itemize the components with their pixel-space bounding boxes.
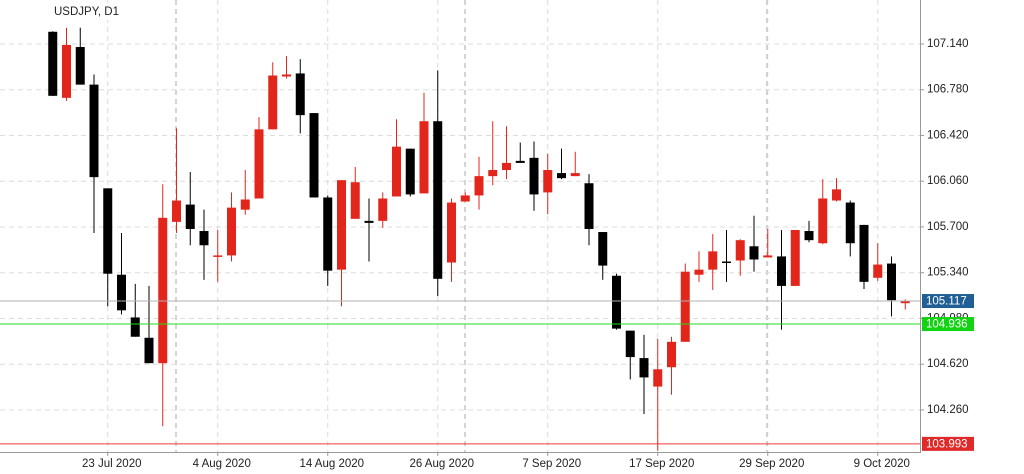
- candle-body: [488, 170, 498, 177]
- x-tick-label: 26 Aug 2020: [409, 458, 474, 470]
- y-tick-label: 107.140: [927, 38, 969, 50]
- candle-body: [598, 232, 608, 266]
- candle-body: [295, 73, 305, 116]
- candle-body: [103, 188, 113, 274]
- candle-body: [515, 160, 525, 163]
- candle-body: [185, 204, 195, 229]
- candle-body: [337, 180, 346, 270]
- candle-body: [763, 255, 773, 258]
- y-tick-label: 105.340: [927, 267, 969, 279]
- candle-body: [859, 224, 869, 282]
- plot: 107.140 106.780 106.420 106.060 105.700 105.3…: [0, 0, 974, 470]
- candle-body: [543, 170, 553, 193]
- y-tick-label: 106.780: [927, 84, 969, 96]
- candle-body: [213, 255, 223, 257]
- candle-body: [240, 199, 250, 210]
- candle-body: [832, 189, 841, 201]
- candle-body: [873, 264, 883, 278]
- candle-body: [405, 148, 415, 195]
- candle-body: [433, 121, 443, 279]
- candle-body: [419, 121, 429, 194]
- candle-body: [474, 176, 484, 196]
- x-tick-label: 9 Oct 2020: [854, 458, 910, 470]
- candle-body: [254, 129, 264, 199]
- title-bg: [50, 3, 122, 20]
- candle-body: [144, 337, 154, 364]
- candle-body: [199, 231, 209, 246]
- candle-body: [612, 275, 621, 329]
- candle-body: [584, 183, 594, 229]
- x-tick-label: 4 Aug 2020: [193, 458, 251, 470]
- y-tick-label: 106.420: [927, 129, 969, 141]
- candle-body: [392, 146, 401, 197]
- candle-body: [117, 274, 126, 311]
- candle-body: [172, 200, 181, 222]
- candle-body: [790, 230, 800, 286]
- candle-body: [900, 301, 910, 304]
- price-level-label: 104.936: [926, 319, 968, 331]
- candle-body: [282, 74, 291, 77]
- x-tick-label: 29 Sep 2020: [739, 458, 804, 470]
- y-tick-label: 106.060: [927, 175, 969, 187]
- candle-body: [158, 217, 168, 364]
- candle-body: [460, 195, 470, 202]
- candle-body: [653, 369, 663, 387]
- price-level-tag: [922, 317, 974, 332]
- candle-body: [804, 231, 814, 241]
- y-tick-label: 105.700: [927, 221, 969, 233]
- candle-body: [447, 202, 456, 263]
- chart-title: USDJPY, D1: [54, 6, 119, 18]
- candle-body: [845, 202, 855, 244]
- x-tick-label: 7 Sep 2020: [522, 458, 581, 470]
- candle-body: [735, 240, 745, 261]
- y-tick-label: 104.260: [927, 404, 969, 416]
- candle-body: [227, 207, 236, 256]
- candle-body: [570, 173, 580, 177]
- candle-body: [557, 173, 566, 179]
- candle-body: [887, 263, 896, 301]
- candle-body: [680, 271, 690, 342]
- candle-body: [818, 198, 828, 244]
- candle-body: [529, 157, 539, 195]
- x-tick-label: 23 Jul 2020: [82, 458, 141, 470]
- candle-body: [62, 44, 71, 98]
- price-level-tag: [922, 294, 974, 309]
- price-level-label: 103.993: [926, 438, 968, 450]
- candle-body: [323, 197, 333, 271]
- candle-body: [639, 358, 649, 378]
- candle-body: [777, 256, 786, 286]
- candle-body: [268, 75, 278, 130]
- candle-body: [48, 31, 58, 96]
- candle-body: [309, 113, 319, 198]
- candle-body: [75, 47, 85, 85]
- candle-body: [502, 162, 511, 171]
- candle-body: [694, 269, 704, 275]
- candle-body: [722, 261, 731, 264]
- candle-body: [625, 330, 635, 358]
- candle-body: [89, 84, 99, 178]
- candle-body: [350, 182, 360, 219]
- candle-body: [749, 246, 759, 260]
- candle-body: [708, 251, 718, 270]
- candle-body: [130, 317, 140, 337]
- candle-body: [364, 220, 374, 223]
- price-level-label: 105.117: [926, 296, 967, 308]
- x-tick-label: 17 Sep 2020: [629, 458, 694, 470]
- price-level-tag: [922, 436, 974, 451]
- candle-body: [378, 198, 388, 221]
- x-tick-label: 14 Aug 2020: [299, 458, 364, 470]
- y-tick-label: 104.620: [927, 358, 969, 370]
- candle-body: [667, 341, 676, 368]
